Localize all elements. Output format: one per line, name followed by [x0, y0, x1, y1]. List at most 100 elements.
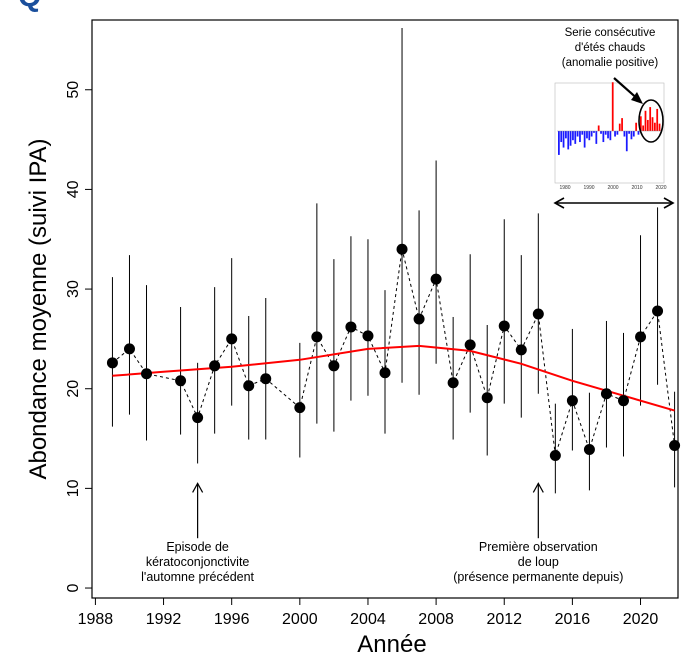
- x-tick-label: 2016: [555, 611, 591, 628]
- inset-bar: [646, 119, 649, 131]
- trend-line-group: [112, 344, 675, 412]
- inset-tick-label: 1980: [559, 185, 570, 191]
- inset-bar: [653, 122, 656, 131]
- data-point: [566, 395, 578, 407]
- inset-bar: [581, 131, 584, 135]
- y-tick-label: 50: [65, 81, 82, 99]
- data-point: [141, 368, 153, 380]
- data-point: [226, 333, 238, 345]
- inset-bar: [630, 131, 633, 140]
- inset-tick-label: 2020: [655, 185, 666, 191]
- data-point: [243, 380, 255, 392]
- inset-bar: [576, 131, 579, 137]
- data-point: [430, 273, 442, 285]
- data-point: [396, 243, 408, 255]
- data-point: [652, 305, 664, 317]
- annotation-text: l'automne précédent: [141, 570, 254, 584]
- inset-caption: d'étés chauds: [575, 42, 646, 54]
- top-title-fragment: Q: [18, 0, 41, 13]
- inset-bar: [623, 131, 626, 137]
- data-point: [192, 412, 204, 424]
- inset-bar: [607, 131, 609, 139]
- inset-bar: [609, 131, 612, 141]
- data-point: [413, 313, 425, 325]
- data-point: [635, 331, 647, 343]
- y-tick-label: 30: [65, 280, 82, 298]
- inset-bar: [579, 131, 581, 143]
- inset-bar: [558, 131, 560, 155]
- inset-highlight-ellipse: [638, 99, 664, 143]
- data-point: [123, 343, 135, 355]
- annotation-text: Première observation: [479, 540, 598, 554]
- data-point: [600, 388, 612, 400]
- x-tick-label: 1992: [146, 611, 182, 628]
- inset-tick-label: 1990: [583, 185, 594, 191]
- inset-bar: [656, 108, 659, 131]
- inset-bar: [639, 116, 642, 131]
- data-point: [106, 357, 118, 369]
- inset-bar: [593, 131, 595, 133]
- inset-bar: [597, 125, 600, 131]
- x-tick-label: 2008: [418, 611, 454, 628]
- inset-bar: [616, 131, 619, 135]
- data-point: [583, 444, 595, 456]
- inset-bar: [600, 131, 602, 134]
- data-point: [328, 360, 340, 372]
- inset-bar: [583, 131, 586, 148]
- data-point: [532, 308, 544, 320]
- x-tick-label: 2020: [623, 611, 659, 628]
- data-point: [498, 320, 510, 332]
- inset-bar: [569, 131, 572, 146]
- y-tick-label: 0: [65, 583, 82, 592]
- inset-bar: [590, 131, 593, 137]
- x-axis: 1988 1992 1996 2000 2004 2008 2012 2016 2020: [78, 597, 659, 628]
- annotation-text: kératoconjonctivite: [146, 555, 250, 569]
- data-point: [175, 375, 187, 387]
- inset-tick-label: 2010: [631, 185, 642, 191]
- inset-range-arrow-left: [553, 197, 565, 209]
- y-tick-label: 10: [65, 479, 82, 497]
- y-axis-title: Abondance moyenne (suivi IPA): [25, 138, 52, 479]
- data-point: [260, 373, 272, 385]
- inset-bar: [618, 123, 621, 131]
- inset-bar: [637, 131, 640, 135]
- data-point: [294, 402, 306, 414]
- data-point: [447, 377, 459, 389]
- inset-bar: [595, 131, 598, 144]
- inset-bar: [614, 131, 616, 137]
- inset-caption: Serie consécutive: [565, 27, 656, 39]
- x-tick-label: 2012: [486, 611, 522, 628]
- inset-bar: [658, 123, 661, 131]
- data-point: [617, 395, 629, 407]
- data-point: [464, 339, 476, 351]
- inset-bar: [602, 131, 605, 143]
- annotation-arrow-head: [192, 482, 204, 493]
- inset-anomaly-chart: Serie consécutive d'étés chauds (anomalie …: [553, 27, 675, 209]
- inset-bar: [644, 110, 647, 131]
- annotation-arrow-head: [532, 482, 544, 493]
- inset-pointer-arrow-head: [631, 92, 643, 104]
- inset-bar: [574, 131, 577, 144]
- x-axis-title: Année: [357, 631, 426, 656]
- inset-bar: [588, 131, 591, 141]
- inset-bar: [625, 131, 628, 152]
- inset-range-arrow-right: [663, 197, 675, 209]
- data-point: [379, 367, 391, 379]
- x-tick-label: 1996: [214, 611, 250, 628]
- inset-bar: [586, 131, 588, 139]
- inset-bar: [560, 131, 563, 143]
- inset-caption: (anomalie positive): [562, 57, 659, 69]
- inset-bar: [562, 131, 565, 148]
- data-point: [311, 331, 323, 343]
- inset-bar: [567, 131, 570, 150]
- annotation-text: (présence permanente depuis): [453, 570, 623, 584]
- dashed-connector: [112, 249, 676, 456]
- annotation-text: Episode de: [166, 540, 229, 554]
- inset-bar: [632, 131, 635, 137]
- data-point: [669, 440, 681, 452]
- data-point: [515, 344, 527, 356]
- y-tick-label: 40: [65, 180, 82, 198]
- annotation-text: de loup: [518, 555, 559, 569]
- y-axis: 0 10 20 30 40 50: [65, 81, 93, 592]
